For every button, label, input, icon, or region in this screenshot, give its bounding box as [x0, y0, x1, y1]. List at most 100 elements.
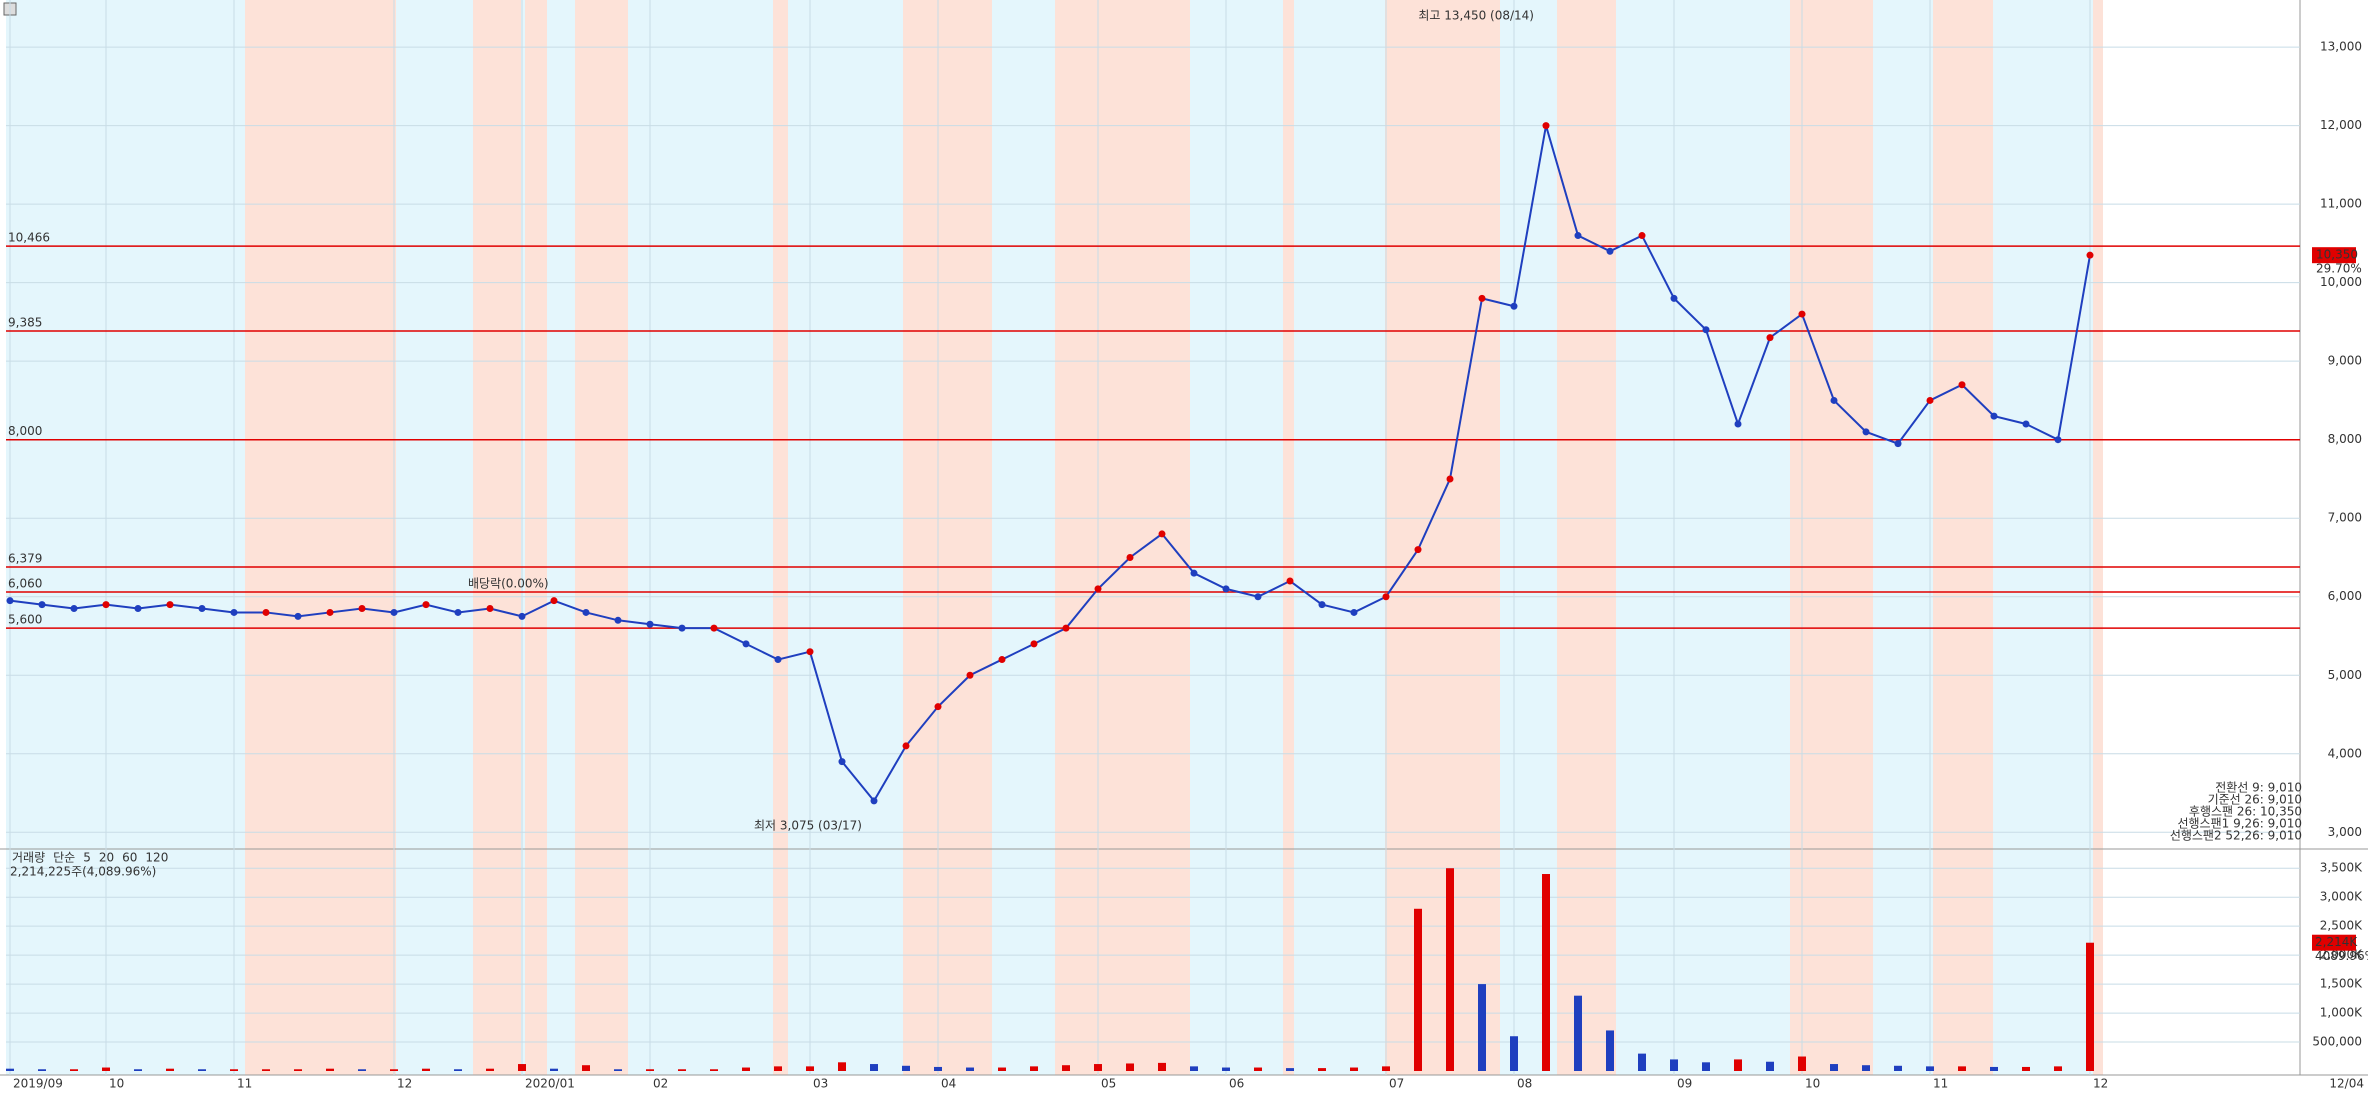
price-point — [1350, 608, 1358, 616]
y-tick-label: 2,000K — [2320, 948, 2363, 962]
volume-bar — [198, 1069, 206, 1071]
indicator-legend: 기준선 26: 9,010 — [2208, 793, 2302, 807]
price-point — [710, 624, 718, 632]
volume-bar — [1030, 1066, 1038, 1071]
price-point — [1958, 381, 1966, 389]
y-tick-label: 1,500K — [2320, 977, 2363, 991]
volume-bar — [70, 1069, 78, 1071]
volume-bar — [902, 1065, 910, 1071]
x-tick-label: 02 — [653, 1077, 668, 1091]
y-tick-label: 10,000 — [2320, 275, 2362, 289]
price-point — [742, 640, 750, 648]
period-stripe — [575, 0, 628, 1075]
volume-bar — [550, 1068, 558, 1071]
volume-bar — [230, 1069, 238, 1071]
volume-bar — [838, 1062, 846, 1071]
x-tick-label: 10 — [109, 1077, 124, 1091]
volume-bar — [422, 1068, 430, 1071]
volume-bar — [806, 1066, 814, 1071]
volume-legend: 5 — [83, 851, 91, 865]
price-point — [838, 758, 846, 766]
price-point — [2086, 251, 2094, 259]
price-point — [1990, 412, 1998, 420]
low-note: 최저 3,075 (03/17) — [754, 819, 862, 833]
volume-bar — [390, 1069, 398, 1071]
volume-bar — [454, 1069, 462, 1071]
price-point — [902, 742, 910, 750]
volume-legend: 60 — [122, 851, 137, 865]
price-point — [230, 608, 238, 616]
period-stripe — [1385, 0, 1500, 1075]
volume-bar — [582, 1065, 590, 1071]
volume-legend: 20 — [99, 851, 114, 865]
price-point — [262, 608, 270, 616]
volume-legend: 거래량 — [12, 851, 45, 865]
volume-bar — [102, 1067, 110, 1071]
price-point — [422, 601, 430, 609]
volume-bar — [742, 1067, 750, 1071]
x-tick-label: 06 — [1229, 1077, 1244, 1091]
x-tick-label: 08 — [1517, 1077, 1532, 1091]
price-point — [38, 601, 46, 609]
volume-bar — [38, 1069, 46, 1071]
price-point — [774, 656, 782, 664]
price-point — [70, 605, 78, 613]
volume-bar — [1126, 1063, 1134, 1071]
volume-bar — [1766, 1061, 1774, 1071]
price-point — [390, 608, 398, 616]
price-point — [1254, 593, 1262, 601]
change-label: 29.70% — [2316, 262, 2362, 276]
price-point — [1766, 334, 1774, 342]
price-point — [1638, 232, 1646, 240]
current-volume-box — [2312, 934, 2356, 951]
price-point — [966, 671, 974, 679]
period-stripe — [1283, 0, 1294, 1075]
volume-bar — [1414, 908, 1422, 1071]
y-tick-label: 3,000 — [2328, 825, 2362, 839]
volume-bar — [678, 1069, 686, 1071]
period-stripe — [1790, 0, 1873, 1075]
volume-legend: 단순 — [53, 851, 75, 865]
volume-bar — [1958, 1066, 1966, 1071]
period-stripe — [1933, 0, 1993, 1075]
y-tick-label: 12,000 — [2320, 118, 2362, 132]
volume-legend: 120 — [145, 851, 168, 865]
volume-ratio: 4089.96% — [2315, 949, 2368, 963]
y-tick-label: 8,000 — [2328, 432, 2362, 446]
price-point — [1574, 232, 1582, 240]
y-tick-label: 5,000 — [2328, 668, 2362, 682]
volume-bar — [2022, 1066, 2030, 1071]
price-point — [614, 616, 622, 624]
period-stripe — [525, 0, 547, 1075]
indicator-legend: 전환선 9: 9,010 — [2215, 781, 2302, 795]
y-tick-label: 3,500K — [2320, 861, 2363, 875]
volume-bar — [710, 1069, 718, 1071]
price-point — [2054, 436, 2062, 444]
price-point — [6, 597, 14, 605]
period-stripe — [245, 0, 396, 1075]
volume-bar — [1542, 874, 1550, 1071]
volume-bar — [1862, 1065, 1870, 1071]
price-point — [1670, 294, 1678, 302]
volume-bar — [1094, 1064, 1102, 1071]
price-point — [1542, 122, 1550, 130]
price-point — [934, 703, 942, 711]
volume-bar — [1830, 1064, 1838, 1071]
y-tick-label: 9,000 — [2328, 354, 2362, 368]
price-point — [1414, 546, 1422, 554]
x-tick-label: 07 — [1389, 1077, 1404, 1091]
price-point — [870, 797, 878, 805]
price-point — [1222, 585, 1230, 593]
y-tick-label: 13,000 — [2320, 40, 2362, 54]
level-label: 5,600 — [8, 613, 42, 627]
x-tick-label: 04 — [941, 1077, 956, 1091]
price-point — [1830, 396, 1838, 404]
price-point — [134, 605, 142, 613]
price-point — [646, 620, 654, 628]
level-label: 9,385 — [8, 315, 42, 329]
current-price-label: 10,350 — [2316, 248, 2358, 262]
y-tick-label: 11,000 — [2320, 197, 2362, 211]
price-point — [1446, 475, 1454, 483]
price-point — [1894, 440, 1902, 448]
period-stripe — [2093, 0, 2103, 1075]
